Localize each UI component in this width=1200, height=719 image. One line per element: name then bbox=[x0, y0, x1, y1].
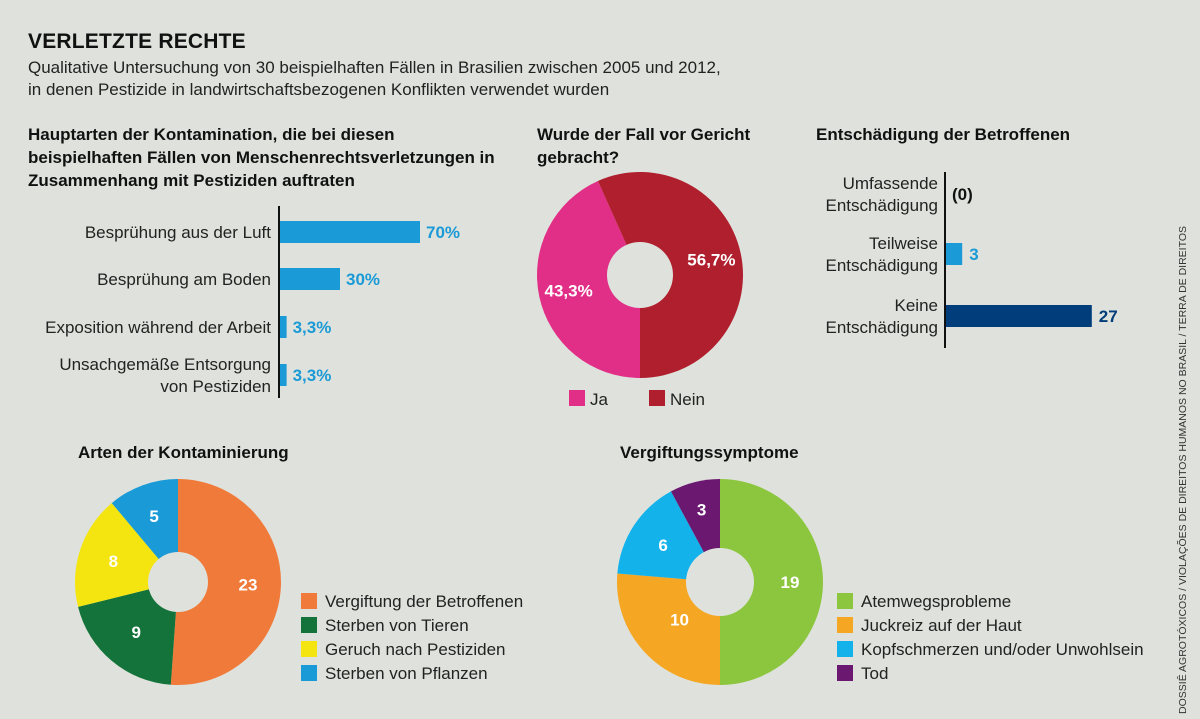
arten-legend-swatch-vergiftung-der-betroffenen bbox=[301, 593, 317, 609]
gericht-legend-label: Ja bbox=[590, 390, 609, 409]
symptome-legend-swatch-kopfschmerzen-und-oder-unwohlsein bbox=[837, 641, 853, 657]
gericht-title-line-1: Wurde der Fall vor Gericht bbox=[537, 125, 751, 144]
arten-title-line-1: Arten der Kontaminierung bbox=[78, 443, 289, 462]
page-subtitle-line1: Qualitative Untersuchung von 30 beispiel… bbox=[28, 58, 721, 77]
gericht-legend-swatch-ja bbox=[569, 390, 585, 406]
entschaedigung-category-label: Umfassende bbox=[843, 174, 938, 193]
hauptarten-title-line-2: beispielhaften Fällen von Menschenrechts… bbox=[28, 148, 495, 167]
symptome-legend-swatch-tod bbox=[837, 665, 853, 681]
symptome-slice-atemwegsprobleme bbox=[720, 479, 823, 685]
symptome-legend-swatch-juckreiz-auf-der-haut bbox=[837, 617, 853, 633]
hauptarten-title-line-3: Zusammenhang mit Pestiziden auftraten bbox=[28, 171, 355, 190]
symptome-legend-label: Kopfschmerzen und/oder Unwohlsein bbox=[861, 640, 1144, 659]
entschaedigung-value-label: 3 bbox=[969, 245, 978, 264]
hauptarten-value-label: 30% bbox=[346, 270, 380, 289]
arten-slice-label: 8 bbox=[109, 552, 118, 571]
entschaedigung-bar-teilweise bbox=[946, 243, 963, 265]
symptome-legend-label: Juckreiz auf der Haut bbox=[861, 616, 1022, 635]
hauptarten-category-label: Besprühung am Boden bbox=[97, 270, 271, 289]
gericht-slice-label: 43,3% bbox=[545, 281, 593, 300]
arten-legend-swatch-sterben-von-tieren bbox=[301, 617, 317, 633]
hauptarten-category-label: Besprühung aus der Luft bbox=[85, 223, 271, 242]
gericht-title-line-2: gebracht? bbox=[537, 148, 619, 167]
symptome-legend-swatch-atemwegsprobleme bbox=[837, 593, 853, 609]
symptome-legend-label: Atemwegsprobleme bbox=[861, 592, 1011, 611]
hauptarten-category-label: Unsachgemäße Entsorgung bbox=[59, 355, 271, 374]
entschaedigung-value-label: (0) bbox=[952, 185, 973, 204]
hauptarten-bar-bespruehung-aus-der-luft bbox=[280, 221, 420, 243]
entschaedigung-value-label: 27 bbox=[1099, 307, 1118, 326]
entschaedigung-title-line-1: Entschädigung der Betroffenen bbox=[816, 125, 1070, 144]
gericht-donut-hole bbox=[607, 242, 673, 308]
hauptarten-bar-unsachgemaesse-entsorgung bbox=[280, 364, 287, 386]
hauptarten-title-line-1: Hauptarten der Kontamination, die bei di… bbox=[28, 125, 395, 144]
hauptarten-chart: Hauptarten der Kontamination, die bei di… bbox=[28, 125, 495, 398]
hauptarten-bar-bespruehung-am-boden bbox=[280, 268, 340, 290]
arten-slice-label: 9 bbox=[131, 623, 140, 642]
arten-slice-sterben-von-pflanzen bbox=[111, 479, 178, 582]
arten-slice-label: 23 bbox=[238, 575, 257, 594]
page-subtitle-line2: in denen Pestizide in landwirtschaftsbez… bbox=[28, 80, 610, 99]
arten-legend-label: Vergiftung der Betroffenen bbox=[325, 592, 523, 611]
hauptarten-bar-exposition-waehrend-der-arbeit bbox=[280, 316, 287, 338]
symptome-title-line-1: Vergiftungssymptome bbox=[620, 443, 799, 462]
symptome-slice-label: 10 bbox=[670, 610, 689, 629]
symptome-slice-label: 3 bbox=[697, 500, 706, 519]
entschaedigung-category-label: Keine bbox=[895, 296, 938, 315]
gericht-legend-label: Nein bbox=[670, 390, 705, 409]
hauptarten-category-label: Exposition während der Arbeit bbox=[45, 318, 271, 337]
arten-legend-label: Geruch nach Pestiziden bbox=[325, 640, 506, 659]
hauptarten-value-label: 70% bbox=[426, 223, 460, 242]
arten-legend-swatch-sterben-von-pflanzen bbox=[301, 665, 317, 681]
entschaedigung-bar-keine bbox=[946, 305, 1092, 327]
symptome-slice-label: 6 bbox=[658, 536, 667, 555]
arten-chart: Arten der Kontaminierung 23 9 8 5 Vergiftung … bbox=[74, 443, 523, 685]
symptome-slice-label: 19 bbox=[781, 573, 800, 592]
page-title: VERLETZTE RECHTE bbox=[28, 30, 246, 53]
hauptarten-value-label: 3,3% bbox=[293, 366, 332, 385]
arten-slice-label: 5 bbox=[149, 507, 158, 526]
arten-legend-swatch-geruch-nach-pestiziden bbox=[301, 641, 317, 657]
gericht-legend-swatch-nein bbox=[649, 390, 665, 406]
symptome-donut-hole bbox=[686, 548, 754, 616]
entschaedigung-category-label: Entschädigung bbox=[826, 318, 938, 337]
symptome-legend-label: Tod bbox=[861, 664, 888, 683]
hauptarten-value-label: 3,3% bbox=[293, 318, 332, 337]
entschaedigung-chart: Entschädigung der Betroffenen (0) Umfassen… bbox=[816, 125, 1118, 348]
source-credit: DOSSIÊ AGROTÓXICOS / VIOLAÇÕES DE DIREIT… bbox=[1176, 226, 1189, 714]
gericht-slice-ja bbox=[537, 180, 640, 378]
arten-donut-hole bbox=[148, 552, 208, 612]
gericht-chart: Wurde der Fall vor Gericht gebracht? 43,3%… bbox=[537, 125, 751, 409]
gericht-slice-label: 56,7% bbox=[687, 251, 735, 270]
symptome-chart: Vergiftungssymptome 19 10 6 3 Atemwegsproblem… bbox=[617, 443, 1144, 685]
arten-slice-sterben-von-tieren bbox=[78, 582, 178, 685]
entschaedigung-category-label: Entschädigung bbox=[826, 256, 938, 275]
entschaedigung-category-label: Teilweise bbox=[869, 234, 938, 253]
arten-slice-vergiftung-der-betroffenen bbox=[170, 479, 282, 685]
entschaedigung-category-label: Entschädigung bbox=[826, 196, 938, 215]
arten-legend-label: Sterben von Pflanzen bbox=[325, 664, 488, 683]
hauptarten-category-label: von Pestiziden bbox=[160, 377, 271, 396]
arten-legend-label: Sterben von Tieren bbox=[325, 616, 469, 635]
symptome-slice-kopfschmerzen-und-oder-unwohlsein bbox=[617, 491, 720, 582]
